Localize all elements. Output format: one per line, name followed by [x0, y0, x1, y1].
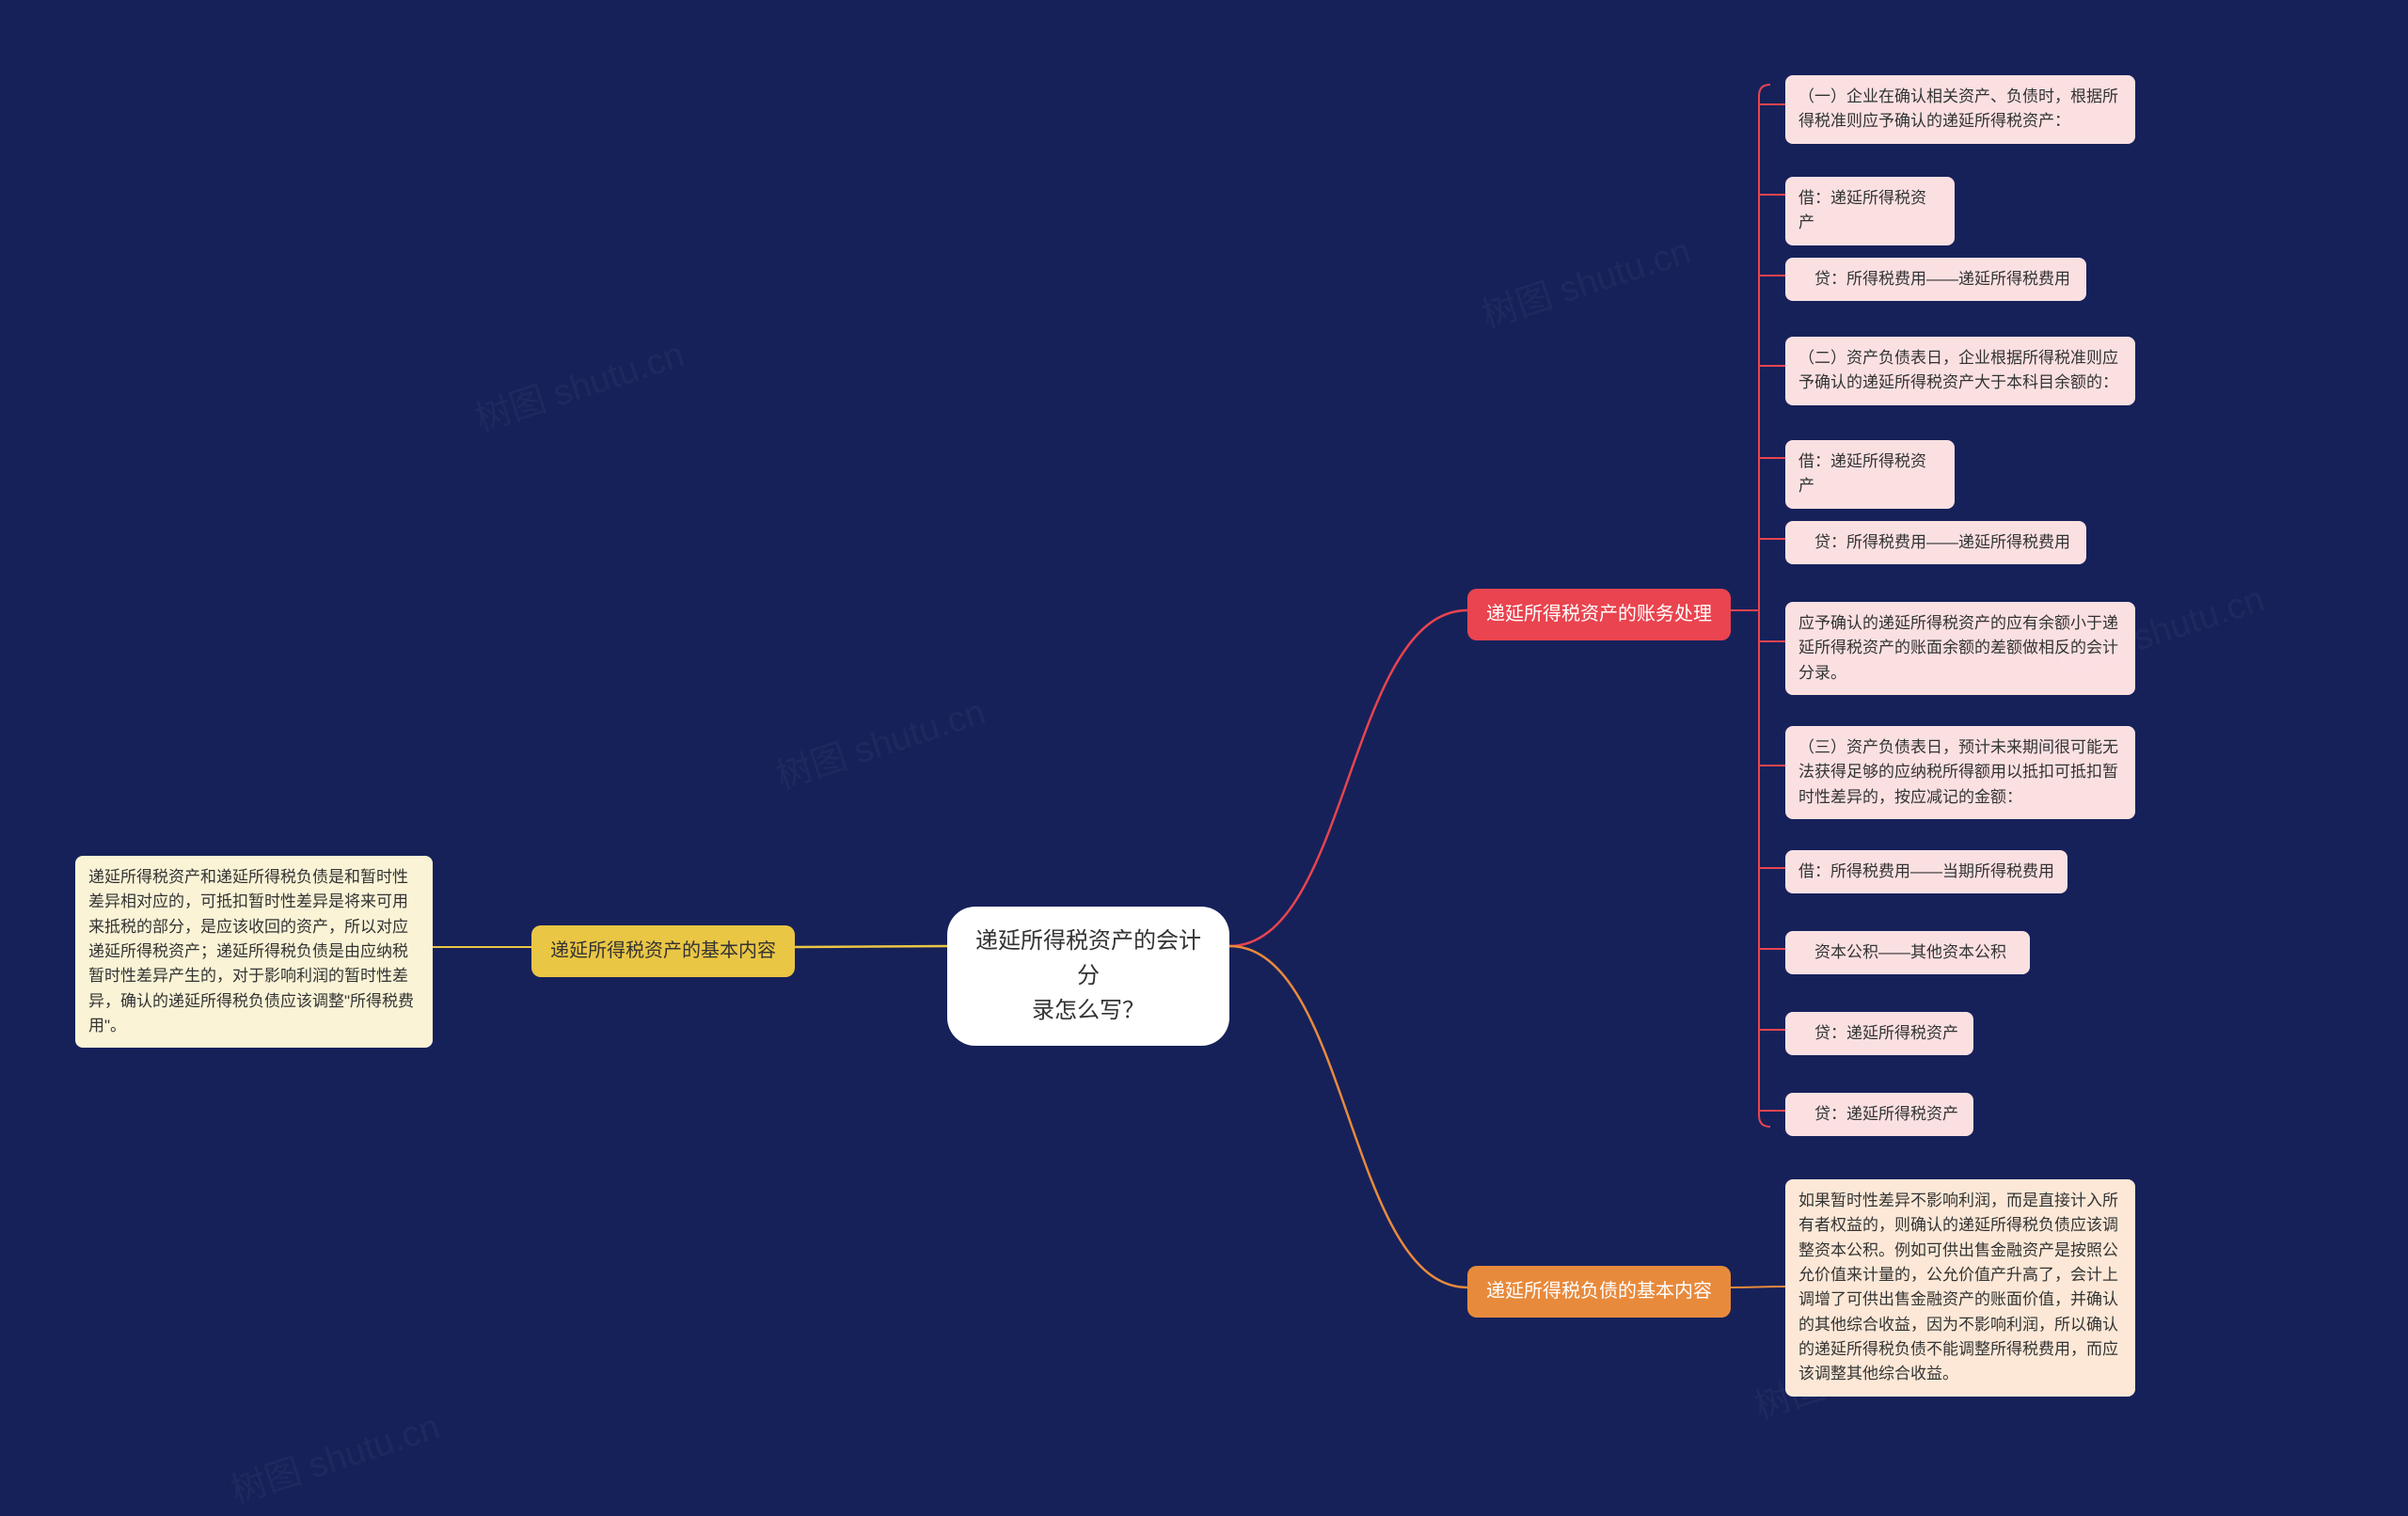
branch-node: 递延所得税资产的账务处理 [1467, 589, 1731, 640]
leaf-node: 借：递延所得税资产 [1785, 177, 1955, 245]
leaf-node: 借：递延所得税资产 [1785, 440, 1955, 509]
watermark: 树图 shutu.cn [1474, 222, 1696, 338]
leaf-node: （一）企业在确认相关资产、负债时，根据所得税准则应予确认的递延所得税资产： [1785, 75, 2135, 144]
leaf-node: （二）资产负债表日，企业根据所得税准则应予确认的递延所得税资产大于本科目余额的： [1785, 337, 2135, 405]
leaf-node: 应予确认的递延所得税资产的应有余额小于递延所得税资产的账面余额的差额做相反的会计… [1785, 602, 2135, 695]
branch-node: 递延所得税资产的基本内容 [531, 925, 795, 977]
watermark: 树图 shutu.cn [768, 683, 990, 798]
leaf-node: 如果暂时性差异不影响利润，而是直接计入所有者权益的，则确认的递延所得税负债应该调… [1785, 1179, 2135, 1397]
branch-node: 递延所得税负债的基本内容 [1467, 1266, 1731, 1318]
watermark: 树图 shutu.cn [223, 1398, 445, 1513]
center-node: 递延所得税资产的会计分 录怎么写？ [947, 907, 1229, 1046]
leaf-node: 贷：递延所得税资产 [1785, 1012, 1973, 1055]
leaf-node: 贷：所得税费用——递延所得税费用 [1785, 258, 2086, 301]
leaf-node: 贷：递延所得税资产 [1785, 1093, 1973, 1136]
watermark: 树图 shutu.cn [467, 325, 689, 441]
leaf-node: 递延所得税资产和递延所得税负债是和暂时性差异相对应的，可抵扣暂时性差异是将来可用… [75, 856, 433, 1048]
leaf-node: 资本公积——其他资本公积 [1785, 931, 2030, 974]
leaf-node: （三）资产负债表日，预计未来期间很可能无法获得足够的应纳税所得额用以抵扣可抵扣暂… [1785, 726, 2135, 819]
leaf-node: 贷：所得税费用——递延所得税费用 [1785, 521, 2086, 564]
leaf-node: 借：所得税费用——当期所得税费用 [1785, 850, 2067, 893]
